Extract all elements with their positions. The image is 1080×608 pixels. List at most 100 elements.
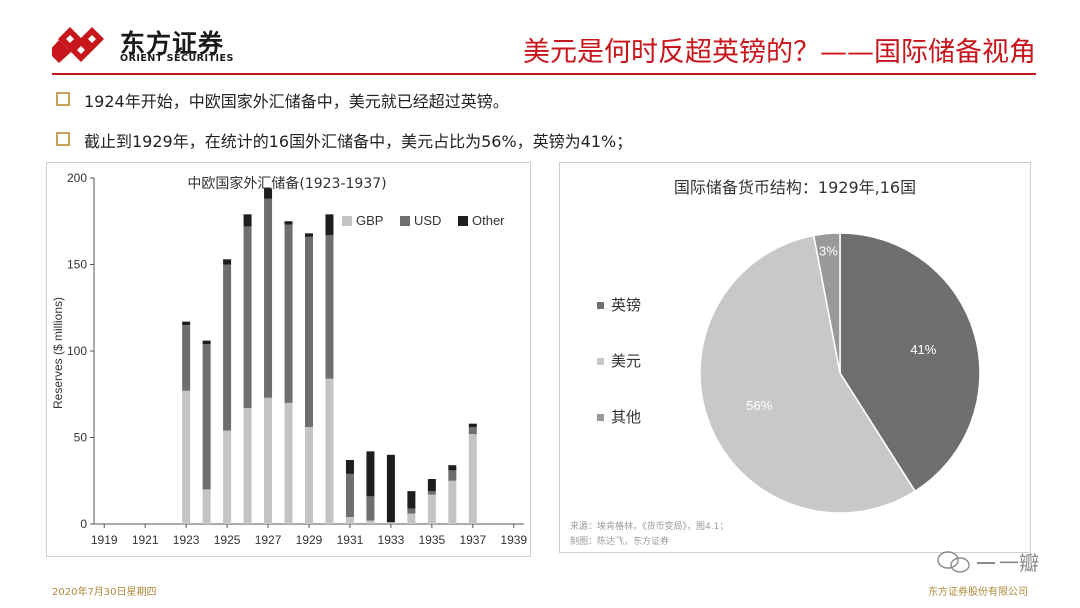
y-tick-label: 100 [67,344,87,358]
bar-usd-1935 [427,491,436,495]
x-tick-label: 1919 [91,533,118,547]
x-tick-label: 1923 [173,533,200,547]
square-bullet-icon [56,132,70,146]
x-tick-label: 1933 [378,533,405,547]
bar-other-1937 [468,423,477,428]
bar-other-1929 [305,233,313,237]
pie-legend-swatch [597,358,604,365]
pie-slice-usd [699,234,917,514]
logo-english-text: ORIENT SECURITIES [120,53,234,64]
legend-label-other: Other [472,213,505,228]
y-tick-label: 200 [67,171,87,185]
bar-usd-1932 [366,496,375,521]
bar-gbp-1926 [243,408,252,524]
legend-swatch-other [458,216,468,226]
bullet-1: 1924年开始，中欧国家外汇储备中，美元就已经超过英镑。 [56,88,509,112]
bar-gbp-1931 [345,517,354,524]
pie-legend-label: 其他 [611,408,641,426]
bar-usd-1925 [223,264,232,431]
x-tick-label: 1925 [214,533,241,547]
pie-data-label: 56% [746,398,772,413]
chat-bubble-icon [937,551,970,573]
bar-other-1928 [284,221,293,225]
bar-other-1933 [386,454,395,523]
pie-chart-title: 国际储备货币结构：1929年,16国 [674,178,916,197]
bar-usd-1924 [202,344,211,490]
pie-source-line-1: 来源：埃肯格林，《货币变局》，图4.1； [570,520,728,532]
pie-legend-swatch [597,414,604,421]
footer-date: 2020年7月30日星期四 [52,587,157,598]
bar-gbp-1929 [305,427,313,524]
bar-other-1930 [325,214,334,236]
x-tick-label: 1927 [255,533,282,547]
legend-swatch-gbp [342,216,352,226]
company-logo: 东方证券 ORIENT SECURITIES [52,22,252,66]
watermark-text: 一瓣 [999,551,1039,575]
bar-chart-legend: GBP USD Other [342,213,505,228]
bar-other-1925 [223,259,232,265]
bar-usd-1927 [264,198,273,398]
y-tick-label: 50 [74,431,88,445]
bar-gbp-1937 [468,434,477,524]
bullet-1-text: 1924年开始，中欧国家外汇储备中，美元就已经超过英镑。 [84,92,509,111]
bar-other-1932 [366,451,375,497]
bar-other-1934 [407,491,416,509]
watermark: 一瓣 [937,551,1039,575]
bar-gbp-1934 [407,513,416,524]
bar-gbp-1932 [366,520,375,524]
bar-usd-1928 [284,224,293,403]
reserves-bar-chart-panel: 中欧国家外汇储备(1923-1937) Reserves ($ millions… [46,162,531,557]
bar-gbp-1923 [182,390,191,524]
bar-usd-1926 [243,226,252,409]
bar-chart-title: 中欧国家外汇储备(1923-1937) [187,175,386,192]
x-tick-label: 1939 [500,533,527,547]
bar-usd-1923 [182,325,191,391]
bar-usd-1936 [448,470,457,481]
bar-gbp-1935 [427,494,436,524]
bar-usd-1929 [305,236,313,428]
bar-gbp-1930 [325,378,334,524]
pie-legend-label: 美元 [611,352,641,370]
bar-gbp-1936 [448,480,457,524]
bullet-2: 截止到1929年，在统计的16国外汇储备中，美元占比为56%，英镑为41%； [56,128,632,152]
bar-usd-1931 [345,473,354,518]
x-tick-label: 1931 [337,533,364,547]
logo-chinese-text: 东方证券 [120,29,225,58]
bar-usd-1937 [468,427,477,435]
x-tick-label: 1937 [459,533,486,547]
diamond-logo-icon [52,27,104,63]
pie-data-label: 3% [819,243,838,258]
bar-other-1935 [427,479,436,492]
bullet-2-text: 截止到1929年，在统计的16国外汇储备中，美元占比为56%，英镑为41%； [84,132,633,151]
bar-other-1927 [264,188,273,199]
legend-label-usd: USD [414,213,441,228]
bar-gbp-1925 [223,430,232,524]
bar-gbp-1924 [202,489,211,524]
x-tick-label: 1929 [296,533,323,547]
x-tick-label: 1921 [132,533,159,547]
y-tick-label: 0 [80,517,87,531]
pie-data-label: 41% [910,342,936,357]
reserves-bar-chart: 中欧国家外汇储备(1923-1937) Reserves ($ millions… [51,171,527,547]
pie-legend-label: 英镑 [611,296,641,314]
y-tick-label: 150 [67,258,87,272]
bar-other-1931 [345,459,354,474]
pie-slice-other [812,232,841,374]
reserve-currency-pie-panel: 国际储备货币结构：1929年,16国 英镑美元其他 41% 56% 3% 来源：埃肯… [559,162,1031,553]
title-divider [52,73,1036,75]
bar-other-1924 [202,340,211,345]
legend-swatch-usd [400,216,410,226]
pie-legend-swatch [597,302,604,309]
footer-company: 东方证券股份有限公司 [928,587,1028,598]
pie-slice-gbp [839,232,981,493]
bar-other-1926 [243,214,252,227]
bar-usd-1934 [407,508,416,514]
bar-gbp-1933 [386,522,395,524]
bar-gbp-1928 [284,402,293,524]
bar-usd-1930 [325,235,334,379]
page-title: 美元是何时反超英镑的？——国际储备视角 [523,37,1036,68]
legend-label-gbp: GBP [356,213,383,228]
bar-chart-y-axis-label: Reserves ($ millions) [51,297,65,409]
